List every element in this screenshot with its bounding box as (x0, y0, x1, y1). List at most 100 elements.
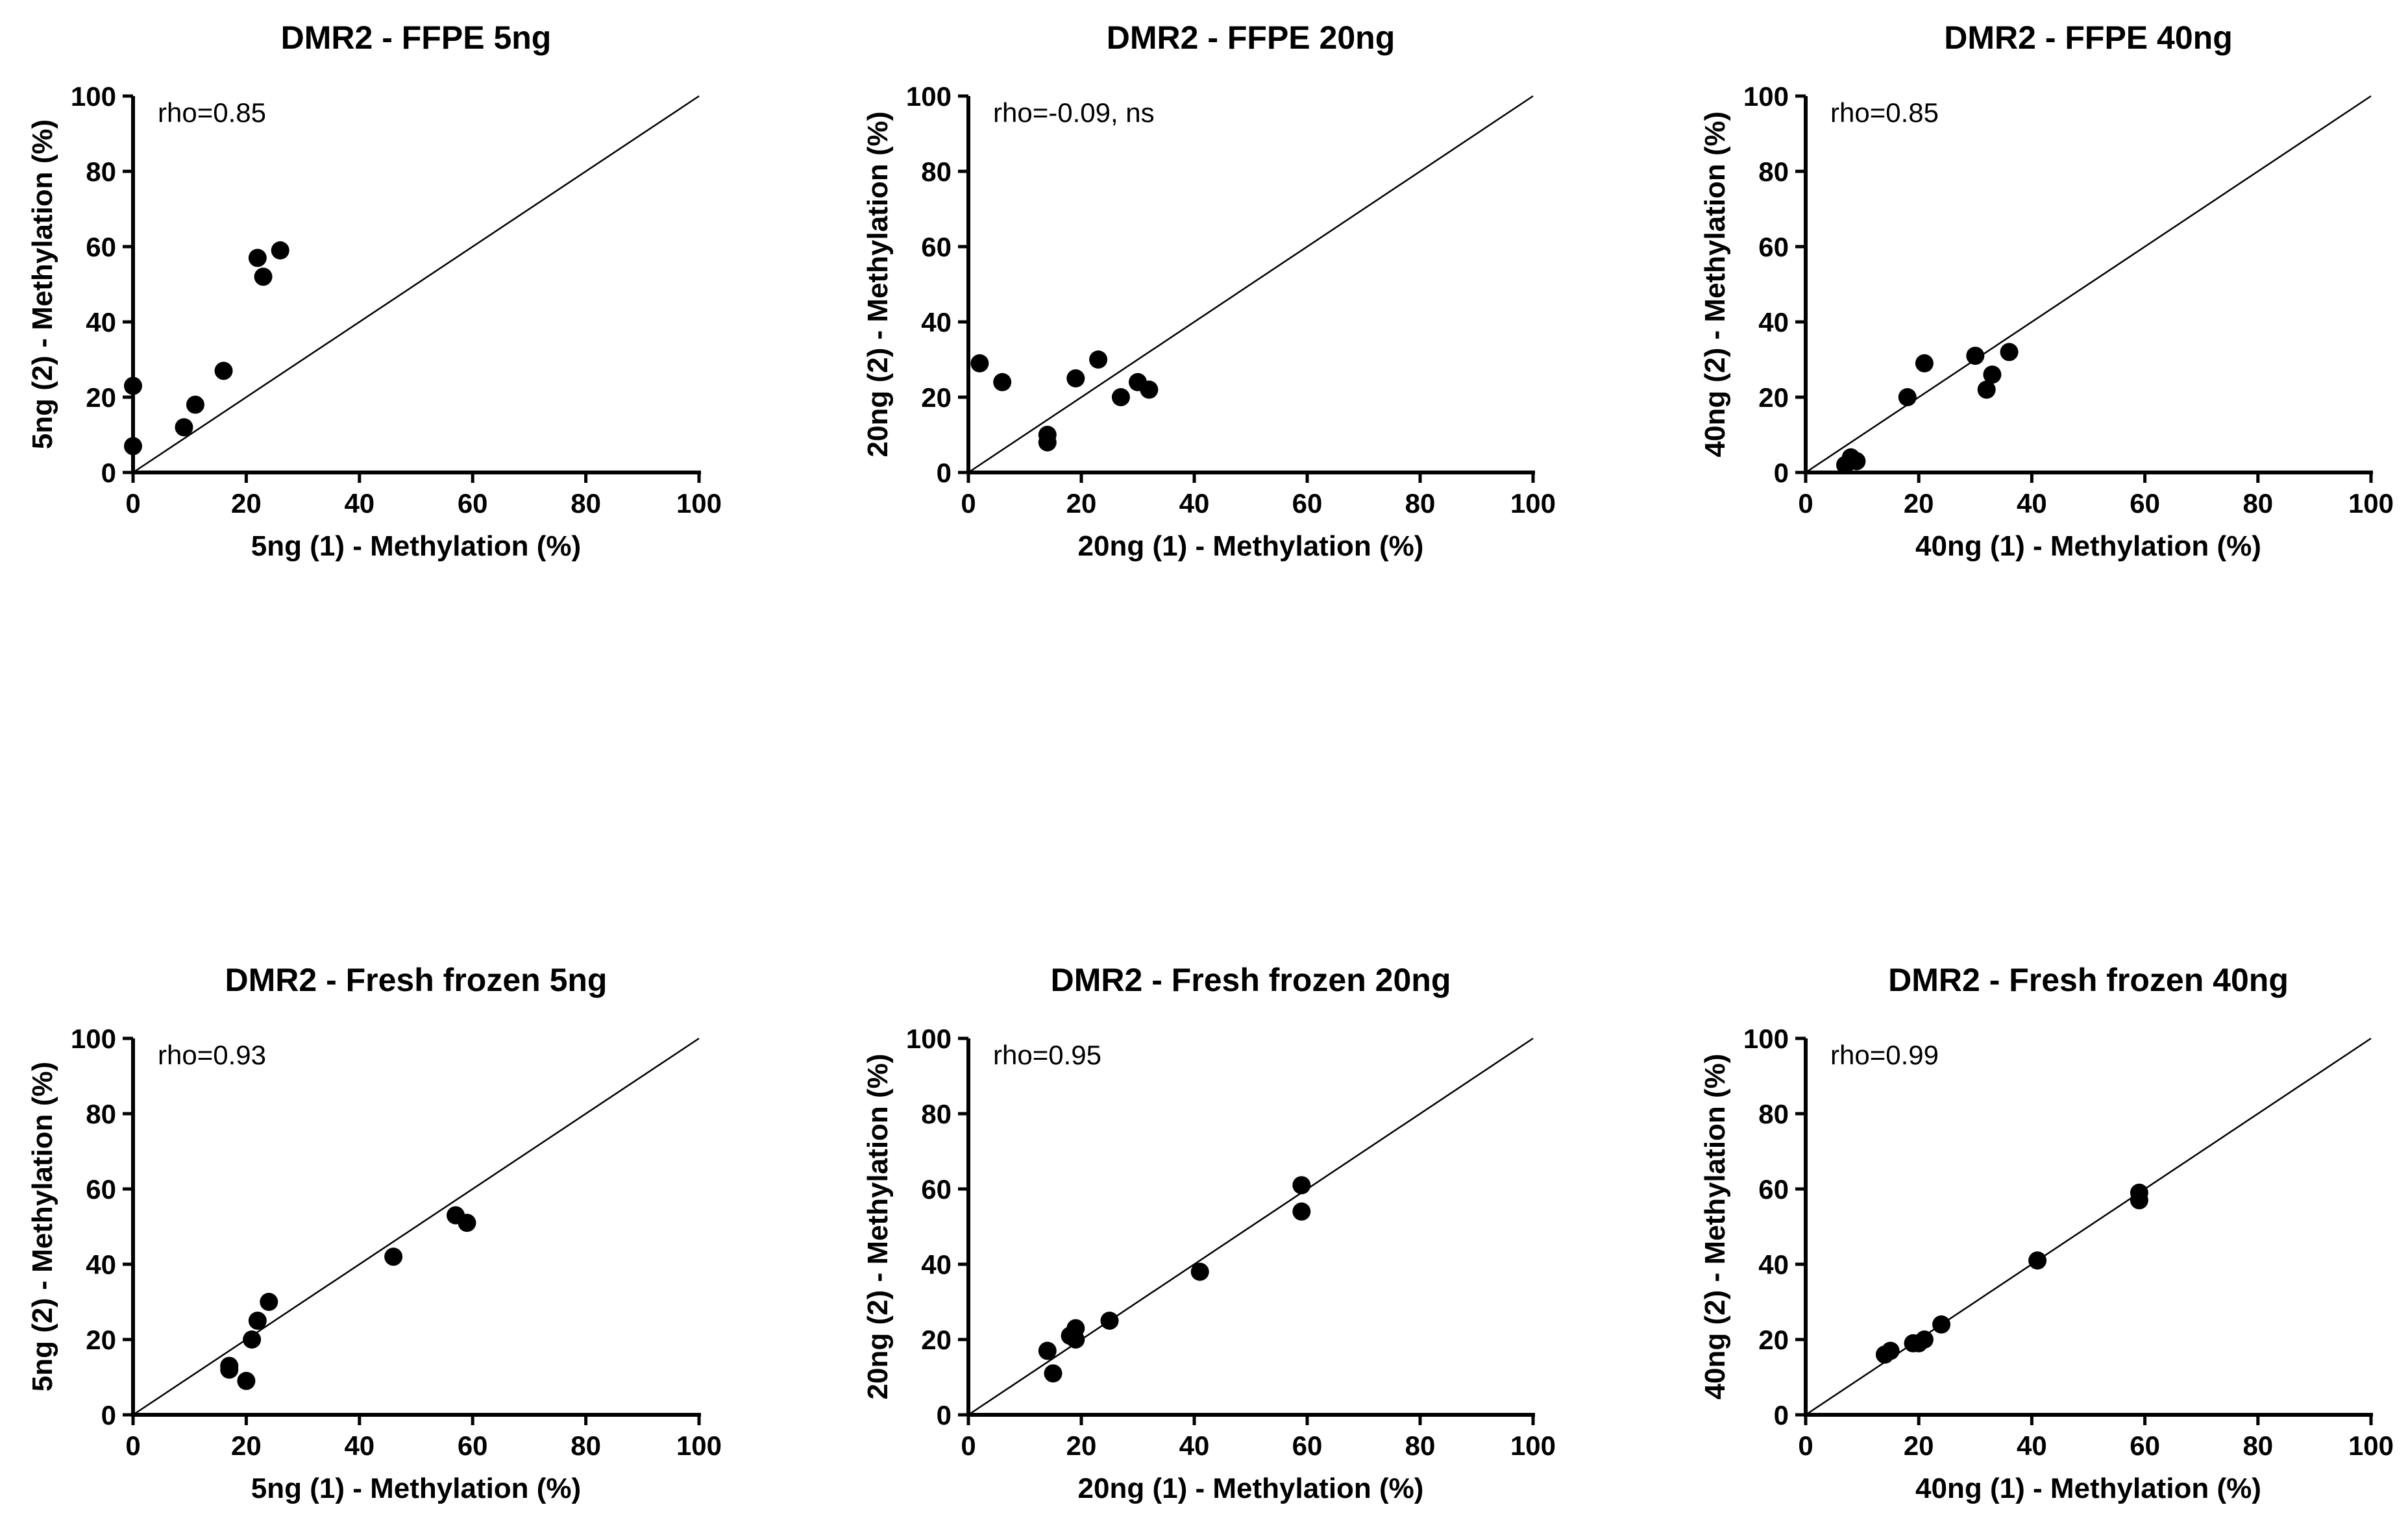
x-tick-label: 60 (1292, 488, 1323, 519)
y-tick-label: 100 (71, 81, 116, 112)
y-tick-label: 40 (1758, 1249, 1789, 1280)
scatter-panel-1: 0 20 40 60 80 100 0 20 40 60 80 100 DMR2 - FFPE 5ng 5… (27, 19, 722, 562)
y-axis-label: 40ng (2) - Methylation (%) (1699, 112, 1731, 458)
x-tick-label: 0 (1798, 1430, 1813, 1461)
data-point (248, 249, 267, 267)
x-tick-label: 20 (1066, 488, 1097, 519)
y-tick-label: 80 (1758, 156, 1789, 187)
x-tick-label: 40 (344, 488, 375, 519)
data-point (1292, 1176, 1311, 1195)
y-tick-label: 60 (921, 232, 952, 262)
y-tick-label: 20 (1758, 1325, 1789, 1355)
x-tick-label: 0 (125, 1430, 140, 1461)
data-point (1066, 1330, 1085, 1349)
x-tick-label: 40 (344, 1430, 375, 1461)
y-tick-label: 60 (921, 1174, 952, 1205)
x-tick-label: 20 (231, 488, 262, 519)
x-tick-label: 60 (458, 488, 488, 519)
data-point (1966, 347, 1985, 365)
scatter-panel-4: 0 20 40 60 80 100 0 20 40 60 80 100 DMR2 - Fresh fro… (27, 962, 722, 1504)
x-axis-label: 20ng (1) - Methylation (%) (1078, 1473, 1424, 1504)
y-tick-label: 100 (1743, 1023, 1789, 1054)
y-tick-label: 80 (921, 156, 952, 187)
y-tick-label: 0 (1774, 458, 1789, 488)
identity-line (132, 95, 700, 474)
y-tick-label: 100 (1743, 81, 1789, 112)
y-tick-label: 0 (101, 458, 116, 488)
x-tick-label: 20 (1066, 1430, 1097, 1461)
data-point (1038, 1341, 1057, 1360)
x-tick-label: 100 (2348, 1430, 2394, 1461)
y-tick-label: 80 (86, 156, 116, 187)
identity-line (1805, 1037, 2372, 1416)
y-tick-label: 20 (1758, 382, 1789, 413)
correlation-annotation: rho=0.85 (158, 97, 266, 128)
data-point (1089, 350, 1108, 369)
correlation-annotation: rho=0.93 (158, 1040, 266, 1070)
data-point (214, 361, 233, 380)
data-point (1111, 388, 1130, 406)
data-point (970, 354, 989, 373)
data-point (1977, 380, 1996, 399)
x-tick-label: 0 (125, 488, 140, 519)
y-axis-label: 5ng (2) - Methylation (%) (27, 1062, 58, 1391)
y-tick-label: 0 (1774, 1400, 1789, 1430)
data-point (2130, 1191, 2148, 1210)
data-point (1915, 354, 1934, 373)
y-tick-label: 80 (86, 1099, 116, 1129)
data-point (220, 1360, 239, 1379)
correlation-annotation: rho=0.95 (993, 1040, 1101, 1070)
x-tick-label: 20 (1904, 1430, 1934, 1461)
data-point (458, 1214, 476, 1232)
x-tick-label: 60 (1292, 1430, 1323, 1461)
data-point (2028, 1251, 2047, 1270)
y-tick-label: 100 (906, 1023, 952, 1054)
x-axis-label: 40ng (1) - Methylation (%) (1915, 1473, 2261, 1504)
x-tick-label: 20 (231, 1430, 262, 1461)
correlation-annotation: rho=-0.09, ns (993, 97, 1155, 128)
x-tick-label: 100 (1510, 488, 1556, 519)
x-tick-label: 100 (676, 1430, 722, 1461)
y-tick-label: 100 (906, 81, 952, 112)
scatter-panel-2: 0 20 40 60 80 100 0 20 40 60 80 100 DMR2 - FFPE 20ng… (862, 19, 1556, 562)
data-point (124, 376, 142, 395)
chart-title: DMR2 - FFPE 5ng (281, 19, 552, 56)
x-tick-label: 80 (571, 1430, 601, 1461)
y-tick-label: 0 (937, 1400, 952, 1430)
data-point (993, 373, 1012, 391)
chart-title: DMR2 - FFPE 20ng (1107, 19, 1395, 56)
y-tick-label: 80 (1758, 1099, 1789, 1129)
y-tick-label: 100 (71, 1023, 116, 1054)
data-point (1898, 388, 1917, 406)
identity-line (1805, 95, 2372, 474)
chart-title: DMR2 - FFPE 40ng (1944, 19, 2232, 56)
correlation-annotation: rho=0.99 (1830, 1040, 1939, 1070)
y-tick-label: 40 (86, 307, 116, 337)
data-point (1292, 1202, 1311, 1221)
y-tick-label: 40 (1758, 307, 1789, 337)
x-tick-label: 60 (2130, 1430, 2160, 1461)
data-point (1038, 433, 1057, 452)
data-point (237, 1371, 256, 1390)
y-tick-label: 20 (921, 382, 952, 413)
data-point (175, 418, 193, 437)
y-tick-label: 60 (1758, 232, 1789, 262)
data-point (260, 1293, 278, 1311)
x-tick-label: 80 (2242, 488, 2273, 519)
y-axis-label: 20ng (2) - Methylation (%) (862, 112, 894, 458)
y-tick-label: 0 (101, 1400, 116, 1430)
x-tick-label: 80 (1405, 1430, 1436, 1461)
y-tick-label: 40 (921, 1249, 952, 1280)
x-tick-label: 20 (1904, 488, 1934, 519)
y-tick-label: 20 (86, 1325, 116, 1355)
data-point (1932, 1315, 1951, 1334)
y-axis-label: 5ng (2) - Methylation (%) (27, 119, 58, 449)
x-tick-label: 80 (1405, 488, 1436, 519)
x-tick-label: 40 (1179, 1430, 1210, 1461)
chart-title: DMR2 - Fresh frozen 20ng (1051, 962, 1451, 998)
data-point (243, 1330, 262, 1349)
x-tick-label: 0 (1798, 488, 1813, 519)
y-tick-label: 20 (921, 1325, 952, 1355)
data-point (1847, 452, 1866, 471)
